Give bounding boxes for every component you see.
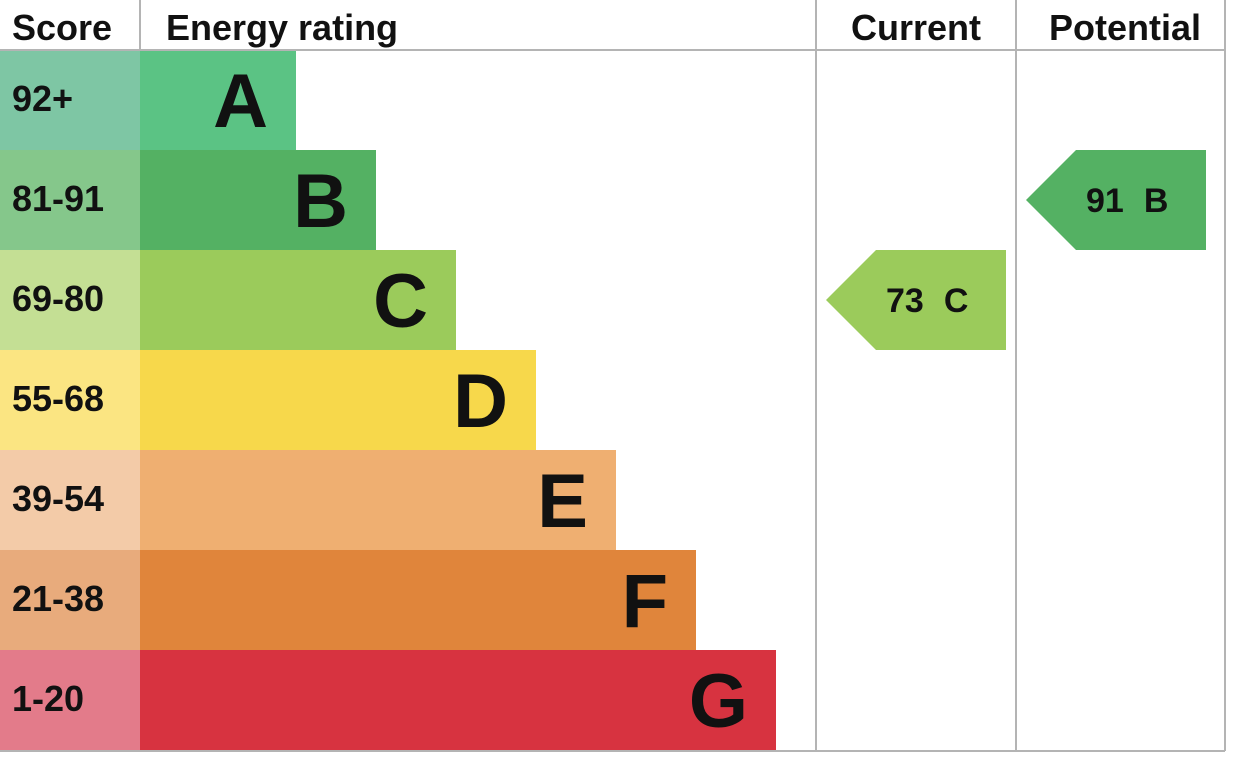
score-range-b: 81-91 <box>12 178 104 219</box>
potential-band-letter: B <box>1144 182 1169 220</box>
potential-score-value: 91 <box>1086 182 1124 220</box>
potential-rating-label: 91 B <box>1086 182 1168 220</box>
score-cell-c <box>0 250 140 350</box>
rating-bar-d <box>140 350 536 450</box>
table-grid-lines <box>0 0 1226 752</box>
score-cell-e <box>0 450 140 550</box>
current-score-value: 73 <box>886 282 924 320</box>
rating-bands: 92+ A 81-91 B 69-80 C 55-68 D 39-54 E 21-38 F 1-20 G <box>0 50 776 750</box>
rating-letter-b: B <box>293 159 348 244</box>
rating-bar-e <box>140 450 616 550</box>
score-range-f: 21-38 <box>12 578 104 619</box>
score-cell-d <box>0 350 140 450</box>
rating-bar-a <box>140 50 296 150</box>
header-potential: Potential <box>1049 7 1201 48</box>
rating-letter-a: A <box>213 59 268 144</box>
rating-bar-c <box>140 250 456 350</box>
score-range-c: 69-80 <box>12 278 104 319</box>
score-range-d: 55-68 <box>12 378 104 419</box>
score-cell-b <box>0 150 140 250</box>
rating-letter-c: C <box>373 259 428 344</box>
current-arrow <box>826 250 1006 350</box>
score-range-e: 39-54 <box>12 478 104 519</box>
score-cell-g <box>0 650 140 750</box>
rating-letter-d: D <box>453 359 508 444</box>
rating-arrows: 73 C 91 B <box>826 150 1206 350</box>
header-current: Current <box>851 7 981 48</box>
rating-letter-e: E <box>537 459 588 544</box>
current-band-letter: C <box>944 282 969 320</box>
rating-letter-f: F <box>622 559 668 644</box>
score-range-a: 92+ <box>12 78 73 119</box>
header-score: Score <box>12 7 112 48</box>
rating-bar-b <box>140 150 376 250</box>
score-cell-a <box>0 50 140 150</box>
rating-letter-g: G <box>689 659 748 744</box>
score-range-g: 1-20 <box>12 678 84 719</box>
header-energy-rating: Energy rating <box>166 7 398 48</box>
current-rating-label: 73 C <box>886 282 968 320</box>
column-headers: Score Energy rating Current Potential <box>12 7 1201 48</box>
rating-bar-f <box>140 550 696 650</box>
score-cell-f <box>0 550 140 650</box>
rating-bar-g <box>140 650 776 750</box>
potential-arrow <box>1026 150 1206 250</box>
